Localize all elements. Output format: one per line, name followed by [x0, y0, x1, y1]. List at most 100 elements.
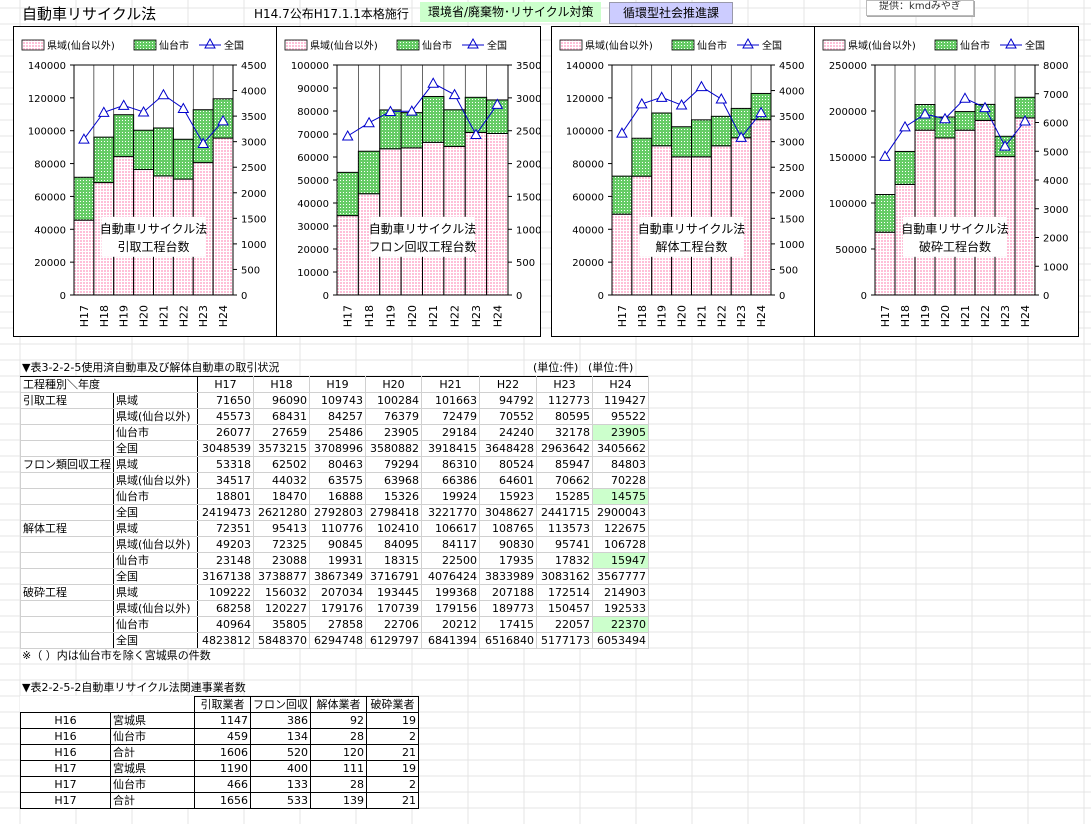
table-row: 全国 3167138 3738877 3867349 3716791 4076424 383…	[20, 568, 649, 585]
x-tick-label: H19	[118, 305, 131, 327]
table1-cell: 3083162	[536, 568, 593, 585]
bar-prefecture	[212, 137, 234, 296]
y-tick-label: 0	[323, 291, 329, 302]
table1-cell: 3708996	[309, 440, 366, 457]
national-point	[1019, 114, 1031, 126]
y-tick-label: 150000	[829, 153, 867, 164]
national-point	[959, 92, 971, 103]
y-tick-label: 140000	[566, 61, 604, 72]
table1-cell: 150457	[536, 600, 593, 617]
legend-swatch-prefecture	[822, 39, 846, 51]
national-line	[884, 97, 1026, 157]
bar-prefecture	[611, 213, 633, 296]
table1-note: ※（ ）内は仙台市を除く宮城県の件数	[22, 649, 211, 662]
table1-cell: 26077	[197, 424, 254, 441]
national-point	[755, 106, 767, 118]
y2-tick-label: 4000	[779, 87, 804, 98]
bar-sendai	[631, 137, 653, 177]
y-tick-label: 50000	[835, 245, 867, 256]
x-tick-label: H24	[755, 305, 768, 327]
y2-tick-label: 0	[516, 291, 522, 302]
table1-cell: 6294748	[309, 632, 366, 649]
y2-tick-label: 7000	[1043, 90, 1068, 101]
y2-tick-label: 2000	[516, 160, 541, 171]
table2-cell: 111	[310, 760, 367, 777]
table1-cell: 63968	[365, 472, 422, 489]
table1-cell: 3573215	[253, 440, 310, 457]
table1-category	[20, 488, 114, 505]
table1-cell: 16888	[309, 488, 366, 505]
table-row: 仙台市 18801 18470 16888 15326 19924 15923 15285 14…	[20, 488, 649, 505]
x-tick-label: H17	[616, 305, 629, 327]
bar-sendai	[671, 126, 692, 158]
y2-tick-label: 4500	[241, 61, 266, 72]
national-point	[341, 129, 354, 141]
x-tick-label: H21	[959, 305, 972, 327]
y2-tick-label: 500	[779, 265, 798, 276]
table1-cell: 3580882	[365, 440, 422, 457]
y2-tick-label: 3500	[516, 61, 541, 72]
chart-freon[interactable]: 県域(仙台以外) 仙台市 全国 0 10000 20000 30000 40000 50000 6…	[276, 26, 541, 337]
chart-shred[interactable]: 県域(仙台以外) 仙台市 全国 0 50000 100000 150000 200000 250…	[814, 26, 1079, 337]
table2-cell: 133	[250, 776, 311, 793]
x-tick-label: H24	[491, 305, 504, 327]
table-row: H16 宮城県 1147 386 92 19	[20, 712, 419, 729]
bar-sendai	[691, 119, 712, 158]
national-point	[919, 107, 931, 119]
table2-cell: 21	[366, 792, 419, 809]
table-row: 県域(仙台以外) 34517 44032 63575 63968 66386 64601 70…	[20, 472, 649, 489]
source-button[interactable]: 提供：kmdみやぎ	[866, 0, 974, 16]
table1-category: 解体工程	[20, 520, 114, 537]
table1-cell: 102410	[365, 520, 422, 537]
table1-cell: 23088	[253, 552, 310, 569]
y-tick-label: 100000	[291, 61, 329, 72]
table1-cell: 79294	[365, 456, 422, 473]
x-tick-label: H20	[138, 305, 151, 327]
table2-col-header: 解体業者	[310, 696, 367, 713]
table1-cell: 106617	[421, 520, 480, 537]
table1-cell: 80524	[479, 456, 537, 473]
x-tick-label: H17	[879, 305, 892, 327]
table2-cell: 386	[250, 712, 311, 729]
table1-cell: 207188	[479, 584, 537, 601]
table1-cell: 172514	[536, 584, 593, 601]
table1-cell: 5848370	[253, 632, 310, 649]
table2-year: H17	[20, 792, 111, 809]
x-tick-label: H22	[449, 305, 462, 327]
table1-row-label: 全国	[113, 504, 198, 521]
table1-row-label: 県域	[113, 392, 198, 409]
y-tick-label: 80000	[572, 160, 604, 171]
national-point	[999, 140, 1011, 151]
chart-legend: 県域(仙台以外) 仙台市 全国	[284, 37, 507, 52]
chart-svg: 県域(仙台以外) 仙台市 全国010000200003000040000500006…	[284, 37, 541, 327]
table1-category	[20, 440, 114, 457]
table1-cell: 3221770	[421, 504, 480, 521]
y-tick-label: 250000	[829, 61, 867, 72]
y2-tick-label: 2500	[516, 127, 541, 138]
table2-year: H16	[20, 744, 111, 761]
y2-tick-label: 6000	[1043, 119, 1068, 130]
table1-cell: 106728	[592, 536, 649, 553]
chart-pickup[interactable]: 県域(仙台以外) 仙台市 全国 0 20000 40000 60000 80000 100000…	[13, 26, 278, 337]
table1-cell: 100284	[365, 392, 422, 409]
y-tick-label: 100000	[566, 127, 604, 138]
y2-tick-label: 3500	[779, 112, 804, 123]
y-tick-label: 70000	[297, 130, 329, 141]
y2-tick-label: 3500	[241, 112, 266, 123]
table1-cell: 70228	[592, 472, 649, 489]
national-point	[157, 88, 170, 100]
chart-dismantle[interactable]: 県域(仙台以外) 仙台市 全国 0 20000 40000 60000 80000 100000…	[551, 26, 816, 337]
table1-cell: 109743	[309, 392, 366, 409]
bar-sendai	[651, 112, 673, 147]
table1-cell: 90845	[309, 536, 366, 553]
table1-cell: 122675	[592, 520, 649, 537]
table2-cell: 1147	[194, 712, 251, 729]
table2-col-header: フロン回収	[250, 696, 311, 713]
table1-cell: 3833989	[479, 568, 537, 585]
table1-cell: 3048627	[479, 504, 537, 521]
table1-cell: 2900043	[592, 504, 649, 521]
table2-cell: 533	[250, 792, 311, 809]
national-point	[939, 112, 951, 124]
y2-tick-label: 5000	[1043, 147, 1068, 158]
bar-sendai	[93, 136, 115, 184]
